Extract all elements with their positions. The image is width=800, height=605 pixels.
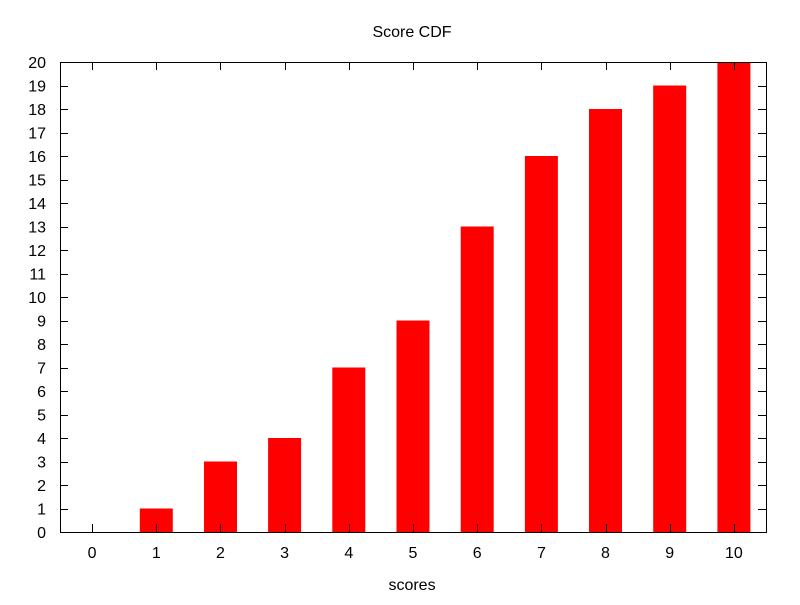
y-tick-label-20: 20: [28, 55, 46, 72]
y-tick-label-18: 18: [28, 102, 46, 119]
bar-6: [460, 226, 494, 532]
x-axis-label: scores: [388, 577, 435, 594]
y-tick-label-14: 14: [28, 196, 46, 213]
y-tick-label-2: 2: [37, 478, 46, 495]
x-tick-label-8: 8: [601, 545, 610, 562]
y-tick-label-12: 12: [28, 243, 46, 260]
x-tick-label-0: 0: [88, 545, 97, 562]
y-tick-label-16: 16: [28, 149, 46, 166]
bar-9: [653, 85, 687, 532]
y-tick-label-9: 9: [37, 314, 46, 331]
bar-7: [524, 156, 558, 532]
bar-3: [268, 438, 302, 532]
x-tick-label-9: 9: [665, 545, 674, 562]
plot-frame: [60, 62, 767, 533]
x-tick-label-6: 6: [473, 545, 482, 562]
bars-group: [139, 62, 751, 532]
x-tick-label-5: 5: [409, 545, 418, 562]
x-tick-label-4: 4: [344, 545, 353, 562]
y-tick-label-3: 3: [37, 455, 46, 472]
y-tick-label-17: 17: [28, 126, 46, 143]
x-tick-label-7: 7: [537, 545, 546, 562]
y-tick-label-19: 19: [28, 79, 46, 96]
y-tick-label-4: 4: [37, 431, 46, 448]
y-tick-label-5: 5: [37, 408, 46, 425]
bar-1: [139, 508, 173, 532]
x-tick-labels: 0 1 2 3 4 5 6 7 8 9 10: [88, 545, 743, 562]
y-tick-label-8: 8: [37, 337, 46, 354]
y-tick-label-15: 15: [28, 173, 46, 190]
x-tick-label-2: 2: [216, 545, 225, 562]
chart-title: Score CDF: [372, 24, 451, 41]
bar-2: [204, 461, 237, 532]
y-tick-label-11: 11: [29, 267, 46, 284]
bar-5: [396, 320, 430, 532]
y-tick-label-1: 1: [37, 502, 46, 519]
x-tick-label-3: 3: [280, 545, 289, 562]
bar-4: [332, 367, 366, 532]
bar-8: [589, 109, 622, 532]
y-tick-label-0: 0: [37, 525, 46, 542]
y-tick-label-7: 7: [37, 361, 46, 378]
bar-10: [717, 62, 751, 532]
y-tick-label-13: 13: [28, 220, 46, 237]
x-tick-label-1: 1: [152, 545, 161, 562]
x-tick-label-10: 10: [725, 545, 743, 562]
y-tick-label-10: 10: [28, 290, 46, 307]
y-tick-label-6: 6: [37, 384, 46, 401]
ticks-group: [60, 62, 766, 533]
